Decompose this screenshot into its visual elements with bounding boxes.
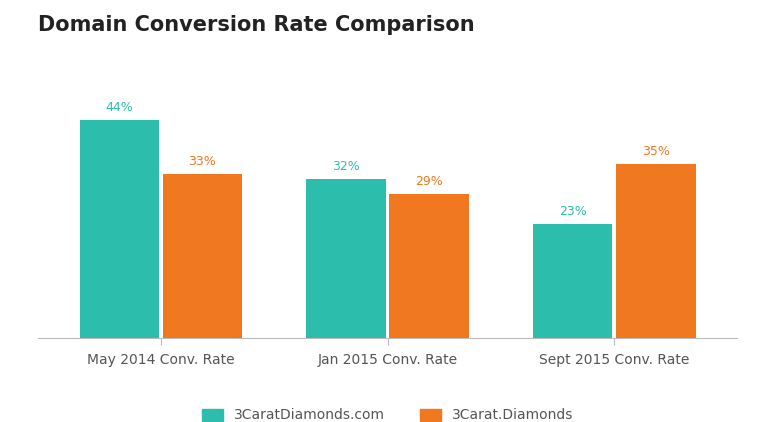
Text: 23%: 23% xyxy=(559,205,587,218)
Text: 44%: 44% xyxy=(106,101,133,114)
Text: Domain Conversion Rate Comparison: Domain Conversion Rate Comparison xyxy=(38,15,475,35)
Bar xyxy=(389,194,469,338)
Text: 29%: 29% xyxy=(415,175,443,188)
Legend: 3CaratDiamonds.com, 3Carat.Diamonds: 3CaratDiamonds.com, 3Carat.Diamonds xyxy=(202,408,573,422)
Text: 33%: 33% xyxy=(188,155,217,168)
Bar xyxy=(533,224,613,338)
Bar xyxy=(616,165,695,338)
Bar xyxy=(80,120,159,338)
Bar xyxy=(163,174,242,338)
Text: 32%: 32% xyxy=(332,160,360,173)
Bar xyxy=(306,179,386,338)
Text: 35%: 35% xyxy=(642,146,670,159)
